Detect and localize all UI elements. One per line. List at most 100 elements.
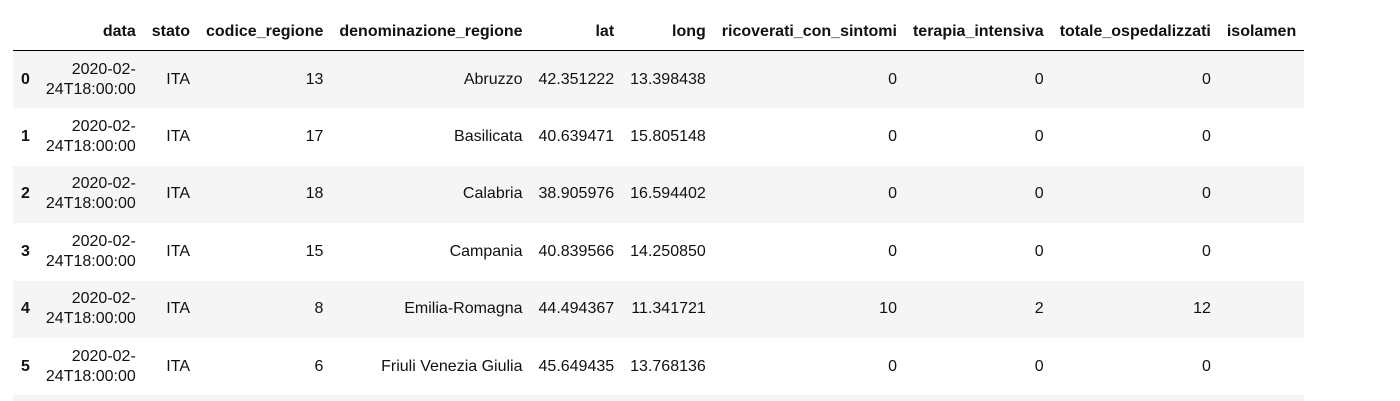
table-row: 5 2020-02- 24T18:00:00 ITA 6 Friuli Venez…: [13, 337, 1305, 396]
cell-isolamento: [1219, 281, 1304, 338]
cell-terapia-intensiva: 0: [1034, 128, 1044, 146]
header-long: long: [622, 14, 714, 51]
cell-terapia-intensiva: 2: [1034, 300, 1044, 318]
cell-stato: ITA: [166, 128, 190, 146]
cell-long: 13.398438: [630, 70, 706, 88]
header-row: data stato codice_regione denominazione_…: [13, 14, 1305, 51]
cell-data: 2020-02- 24T18:00:00: [38, 281, 144, 338]
cell-stato: ITA: [166, 185, 190, 203]
cell-denominazione-regione: Campania: [449, 242, 523, 260]
cell-lat: 40.839566: [538, 242, 615, 260]
cell-denominazione-regione: Emilia-Romagna: [404, 300, 523, 318]
cell-data-line1: 2020-02-: [71, 175, 136, 193]
table-header: data stato codice_regione denominazione_…: [13, 14, 1305, 51]
dataframe-table: data stato codice_regione denominazione_…: [13, 14, 1305, 401]
cell-isolamento: [1219, 166, 1304, 223]
cell-ricoverati-con-sintomi: 0: [888, 70, 897, 88]
cell-codice-regione: 8: [314, 300, 324, 318]
cell-data: 2020-02- 24T18:00:00: [38, 166, 144, 223]
header-totale-ospedalizzati: totale_ospedalizzati: [1051, 14, 1219, 51]
row-index: 4: [21, 300, 30, 318]
table-body: 0 2020-02- 24T18:00:00 ITA 13 Abruzzo 42.…: [13, 50, 1305, 401]
cell-data-line1: 2020-02-: [71, 232, 136, 250]
partial-row-cell: [13, 395, 1304, 401]
cell-data-line1: 2020-02-: [71, 118, 136, 136]
cell-stato: ITA: [166, 70, 190, 88]
row-index: 2: [21, 185, 30, 203]
table-row: 3 2020-02- 24T18:00:00 ITA 15 Campania 40…: [13, 223, 1305, 281]
cell-data-line2: 24T18:00:00: [45, 367, 136, 385]
cell-long: 11.341721: [631, 300, 706, 318]
row-index: 3: [21, 242, 30, 260]
cell-denominazione-regione: Friuli Venezia Giulia: [381, 357, 523, 375]
cell-stato: ITA: [166, 242, 190, 260]
cell-terapia-intensiva: 0: [1034, 185, 1044, 203]
cell-totale-ospedalizzati: 12: [1193, 300, 1211, 318]
table-row: 1 2020-02- 24T18:00:00 ITA 17 Basilicata …: [13, 108, 1305, 166]
cell-lat: 38.905976: [538, 185, 615, 203]
table-row: 2 2020-02- 24T18:00:00 ITA 18 Calabria 38…: [13, 165, 1305, 224]
cell-ricoverati-con-sintomi: 0: [888, 357, 897, 375]
cell-lat: 42.351222: [538, 70, 615, 88]
header-isolamento: isolamen: [1218, 14, 1305, 51]
cell-data: 2020-02- 24T18:00:00: [38, 51, 144, 109]
cell-data-line2: 24T18:00:00: [45, 252, 136, 270]
cell-isolamento: [1219, 51, 1304, 109]
cell-data-line2: 24T18:00:00: [45, 195, 136, 213]
header-terapia-intensiva: terapia_intensiva: [904, 14, 1052, 51]
header-ricoverati-con-sintomi: ricoverati_con_sintomi: [713, 14, 905, 51]
row-index: 1: [21, 128, 30, 146]
cell-data: 2020-02- 24T18:00:00: [38, 223, 144, 280]
cell-long: 16.594402: [630, 185, 706, 203]
cell-denominazione-regione: Abruzzo: [463, 70, 523, 88]
table-row-partial: [13, 395, 1305, 401]
cell-isolamento: [1219, 223, 1304, 280]
cell-totale-ospedalizzati: 0: [1201, 357, 1211, 375]
table-row: 0 2020-02- 24T18:00:00 ITA 13 Abruzzo 42.…: [13, 50, 1305, 109]
header-stato: stato: [143, 14, 198, 51]
cell-ricoverati-con-sintomi: 10: [879, 300, 897, 318]
cell-long: 14.250850: [630, 242, 706, 260]
row-index: 0: [21, 70, 30, 88]
cell-long: 13.768136: [630, 357, 706, 375]
header-lat: lat: [530, 14, 623, 51]
cell-lat: 40.639471: [538, 128, 615, 146]
header-index: [13, 14, 38, 51]
cell-data-line1: 2020-02-: [71, 347, 136, 365]
header-codice-regione: codice_regione: [198, 14, 332, 51]
cell-terapia-intensiva: 0: [1034, 357, 1044, 375]
cell-data-line2: 24T18:00:00: [45, 310, 136, 328]
cell-stato: ITA: [166, 357, 190, 375]
cell-codice-regione: 18: [305, 185, 324, 203]
cell-denominazione-regione: Calabria: [462, 185, 523, 203]
row-index: 5: [21, 357, 30, 375]
cell-codice-regione: 15: [305, 242, 324, 260]
cell-totale-ospedalizzati: 0: [1201, 242, 1211, 260]
cell-data-line1: 2020-02-: [71, 290, 136, 308]
cell-lat: 45.649435: [538, 357, 615, 375]
cell-stato: ITA: [166, 300, 190, 318]
cell-lat: 44.494367: [538, 300, 615, 318]
table-row: 4 2020-02- 24T18:00:00 ITA 8 Emilia-Romag…: [13, 280, 1305, 338]
cell-data-line2: 24T18:00:00: [45, 80, 136, 98]
cell-ricoverati-con-sintomi: 0: [888, 242, 897, 260]
cell-data: 2020-02- 24T18:00:00: [38, 338, 144, 395]
cell-totale-ospedalizzati: 0: [1201, 70, 1211, 88]
cell-terapia-intensiva: 0: [1034, 70, 1044, 88]
header-denominazione-regione: denominazione_regione: [331, 14, 531, 51]
cell-terapia-intensiva: 0: [1034, 242, 1044, 260]
cell-codice-regione: 17: [305, 128, 324, 146]
cell-isolamento: [1219, 338, 1304, 395]
cell-codice-regione: 6: [314, 357, 324, 375]
cell-denominazione-regione: Basilicata: [454, 128, 523, 146]
cell-totale-ospedalizzati: 0: [1201, 128, 1211, 146]
header-data: data: [37, 14, 144, 51]
cell-data: 2020-02- 24T18:00:00: [38, 108, 144, 165]
cell-ricoverati-con-sintomi: 0: [888, 185, 897, 203]
cell-data-line2: 24T18:00:00: [45, 138, 136, 156]
cell-ricoverati-con-sintomi: 0: [888, 128, 897, 146]
cell-long: 15.805148: [630, 128, 706, 146]
cell-totale-ospedalizzati: 0: [1201, 185, 1211, 203]
cell-codice-regione: 13: [305, 70, 324, 88]
